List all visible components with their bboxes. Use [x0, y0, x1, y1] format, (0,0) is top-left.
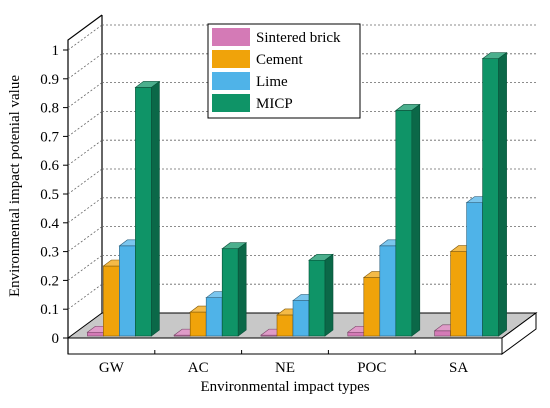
x-tick-label: AC — [188, 360, 209, 376]
gridline-side — [67, 226, 103, 252]
gridline-side — [67, 283, 103, 310]
legend-swatch — [212, 94, 250, 112]
gridline-side — [67, 82, 103, 108]
y-tick-label: 0.9 — [40, 72, 59, 88]
y-tick-label: 1 — [52, 43, 60, 59]
y-tick-label: 0.3 — [40, 245, 59, 261]
floor-side-edge — [501, 312, 537, 355]
bar-ac-micp — [221, 242, 248, 337]
bar-poc-micp — [394, 103, 421, 337]
y-tick-label: 0.6 — [40, 158, 59, 174]
y-tick-label: 0.1 — [40, 302, 59, 318]
legend-label: Cement — [256, 52, 303, 68]
y-axis-label: Environmental impact potenial value — [7, 75, 23, 297]
bar-ne-micp — [308, 253, 334, 337]
y-tick-label: 0.2 — [40, 273, 59, 289]
y-tick-label: 0.4 — [40, 216, 59, 232]
y-tick-label: 0 — [52, 331, 60, 347]
bar-sa-micp — [481, 52, 508, 337]
gridline-side — [67, 24, 103, 51]
gridline-side — [67, 111, 103, 137]
gridline-side — [67, 139, 103, 166]
x-tick-labels: GW AC NE POC SA — [99, 350, 503, 376]
x-axis-label: Environmental impact types — [200, 379, 369, 395]
bar-gw-micp — [134, 80, 161, 337]
legend: Sintered brick Cement Lime MICP — [207, 23, 361, 119]
gridline-side — [67, 197, 103, 224]
legend-label: MICP — [256, 96, 293, 112]
legend-label: Sintered brick — [256, 30, 341, 46]
y-tick-label: 0.7 — [40, 129, 59, 145]
gridline-side — [67, 168, 103, 195]
gridline-side — [67, 255, 103, 281]
legend-swatch — [212, 28, 250, 46]
x-tick-label: POC — [357, 360, 386, 376]
bars — [86, 52, 508, 337]
gridline-side — [67, 53, 103, 80]
legend-label: Lime — [256, 74, 288, 90]
x-tick-label: SA — [449, 360, 468, 376]
x-tick-label: GW — [99, 360, 125, 376]
legend-swatch — [212, 72, 250, 90]
legend-swatch — [212, 50, 250, 68]
y-tick-label: 0.5 — [40, 187, 59, 203]
y-tick-labels: 0 0.1 0.2 0.3 0.4 0.5 0.6 0.7 0.8 0.9 1 — [40, 43, 68, 347]
y-axis-line — [67, 14, 103, 354]
x-tick-label: NE — [275, 360, 295, 376]
floor-front-edge — [67, 337, 503, 355]
y-tick-label: 0.8 — [40, 101, 59, 117]
